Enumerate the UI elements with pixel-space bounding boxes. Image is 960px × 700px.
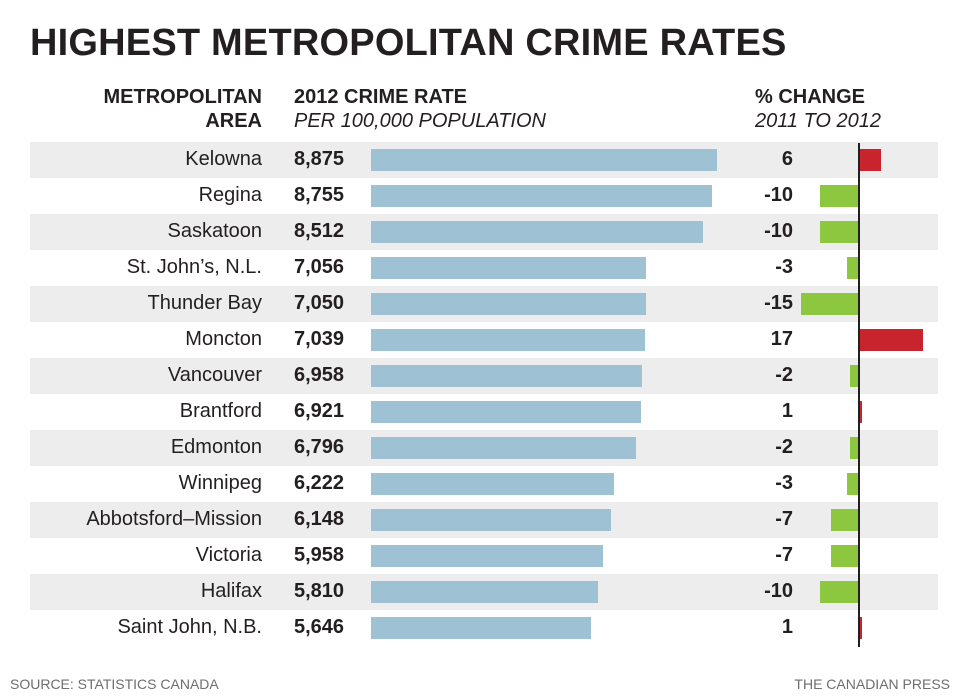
percent-change-value: -2 [775, 436, 793, 458]
metro-area-label: Vancouver [167, 364, 262, 386]
header-area-line2: AREA [205, 110, 262, 132]
crime-rate-bar [371, 365, 643, 387]
crime-rate-bar [371, 545, 604, 567]
crime-rate-bar [371, 257, 647, 279]
crime-rate-bar [371, 473, 614, 495]
header-change-line1: % CHANGE [755, 86, 866, 108]
crime-rate-bar [371, 293, 646, 315]
metro-area-label: Brantford [179, 400, 262, 422]
crime-rate-value: 6,958 [294, 364, 345, 386]
crime-rate-value: 8,512 [294, 220, 345, 242]
header-rate-line1: 2012 CRIME RATE [294, 86, 468, 108]
crime-rate-value: 7,039 [294, 328, 345, 350]
header-crime-rate: 2012 CRIME RATE PER 100,000 POPULATION [294, 85, 546, 133]
percent-change-value: 1 [781, 400, 793, 422]
crime-rate-value: 7,050 [294, 292, 345, 314]
percent-change-value: 6 [781, 148, 793, 170]
crime-rate-bar [371, 437, 636, 459]
crime-rate-value: 5,958 [294, 544, 345, 566]
crime-rate-bar [371, 221, 703, 243]
metro-area-label: Moncton [185, 328, 262, 350]
percent-change-value: -10 [764, 220, 793, 242]
metro-area-label: Edmonton [170, 436, 262, 458]
metro-area-label: Victoria [195, 544, 262, 566]
metro-area-label: Thunder Bay [147, 292, 262, 314]
crime-rate-value: 8,875 [294, 148, 345, 170]
header-change-line2: 2011 TO 2012 [755, 110, 882, 132]
percent-change-bar-decrease [846, 257, 858, 279]
metro-area-label: St. John’s, N.L. [126, 256, 262, 278]
percent-change-value: -7 [775, 544, 793, 566]
percent-change-bar-decrease [846, 473, 858, 495]
percent-change-value: 17 [770, 328, 793, 350]
crime-rate-bar [371, 617, 592, 639]
percent-change-value: 1 [781, 616, 793, 638]
metro-area-label: Regina [198, 184, 262, 206]
crime-rate-bar [371, 581, 598, 603]
percent-change-bar-decrease [850, 437, 858, 459]
crime-rate-value: 6,921 [294, 400, 345, 422]
percent-change-value: -3 [775, 256, 793, 278]
chart-title: HIGHEST METROPOLITAN CRIME RATES [30, 22, 787, 64]
percent-change-value: -3 [775, 472, 793, 494]
metro-area-label: Saskatoon [167, 220, 262, 242]
crime-rate-bar [371, 329, 646, 351]
percent-change-value: -15 [764, 292, 793, 314]
header-area-line1: METROPOLITAN [103, 86, 262, 108]
crime-rate-value: 6,148 [294, 508, 345, 530]
credit-line: THE CANADIAN PRESS [794, 676, 950, 692]
header-percent-change: % CHANGE 2011 TO 2012 [755, 85, 881, 133]
metro-area-label: Abbotsford–Mission [86, 508, 262, 530]
percent-change-bar-decrease [850, 365, 858, 387]
percent-change-value: -10 [764, 580, 793, 602]
percent-change-value: -2 [775, 364, 793, 386]
source-note: SOURCE: STATISTICS CANADA [10, 676, 219, 692]
percent-change-bar-decrease [820, 581, 858, 603]
crime-rate-value: 5,810 [294, 580, 345, 602]
percent-change-bar-decrease [801, 293, 858, 315]
crime-rate-value: 8,755 [294, 184, 345, 206]
crime-rate-bar [371, 401, 641, 423]
crime-rate-bar [371, 149, 717, 171]
metro-area-label: Kelowna [185, 148, 262, 170]
percent-change-value: -10 [764, 184, 793, 206]
crime-rate-value: 5,646 [294, 616, 345, 638]
percent-change-bar-decrease [831, 545, 858, 567]
metro-area-label: Halifax [200, 580, 262, 602]
header-metropolitan-area: METROPOLITAN AREA [103, 85, 262, 133]
percent-change-bar-increase [858, 149, 881, 171]
percent-change-bar-decrease [831, 509, 858, 531]
percent-change-value: -7 [775, 508, 793, 530]
crime-rate-value: 6,796 [294, 436, 345, 458]
header-rate-line2: PER 100,000 POPULATION [294, 110, 546, 132]
percent-change-zero-axis [858, 143, 860, 647]
percent-change-bar-decrease [820, 185, 858, 207]
crime-rate-value: 7,056 [294, 256, 345, 278]
metro-area-label: Winnipeg [178, 472, 262, 494]
crime-rate-bar [371, 185, 713, 207]
crime-rate-bar [371, 509, 611, 531]
crime-rate-value: 6,222 [294, 472, 345, 494]
percent-change-bar-increase [858, 329, 923, 351]
percent-change-bar-decrease [820, 221, 858, 243]
metro-area-label: Saint John, N.B. [117, 616, 262, 638]
